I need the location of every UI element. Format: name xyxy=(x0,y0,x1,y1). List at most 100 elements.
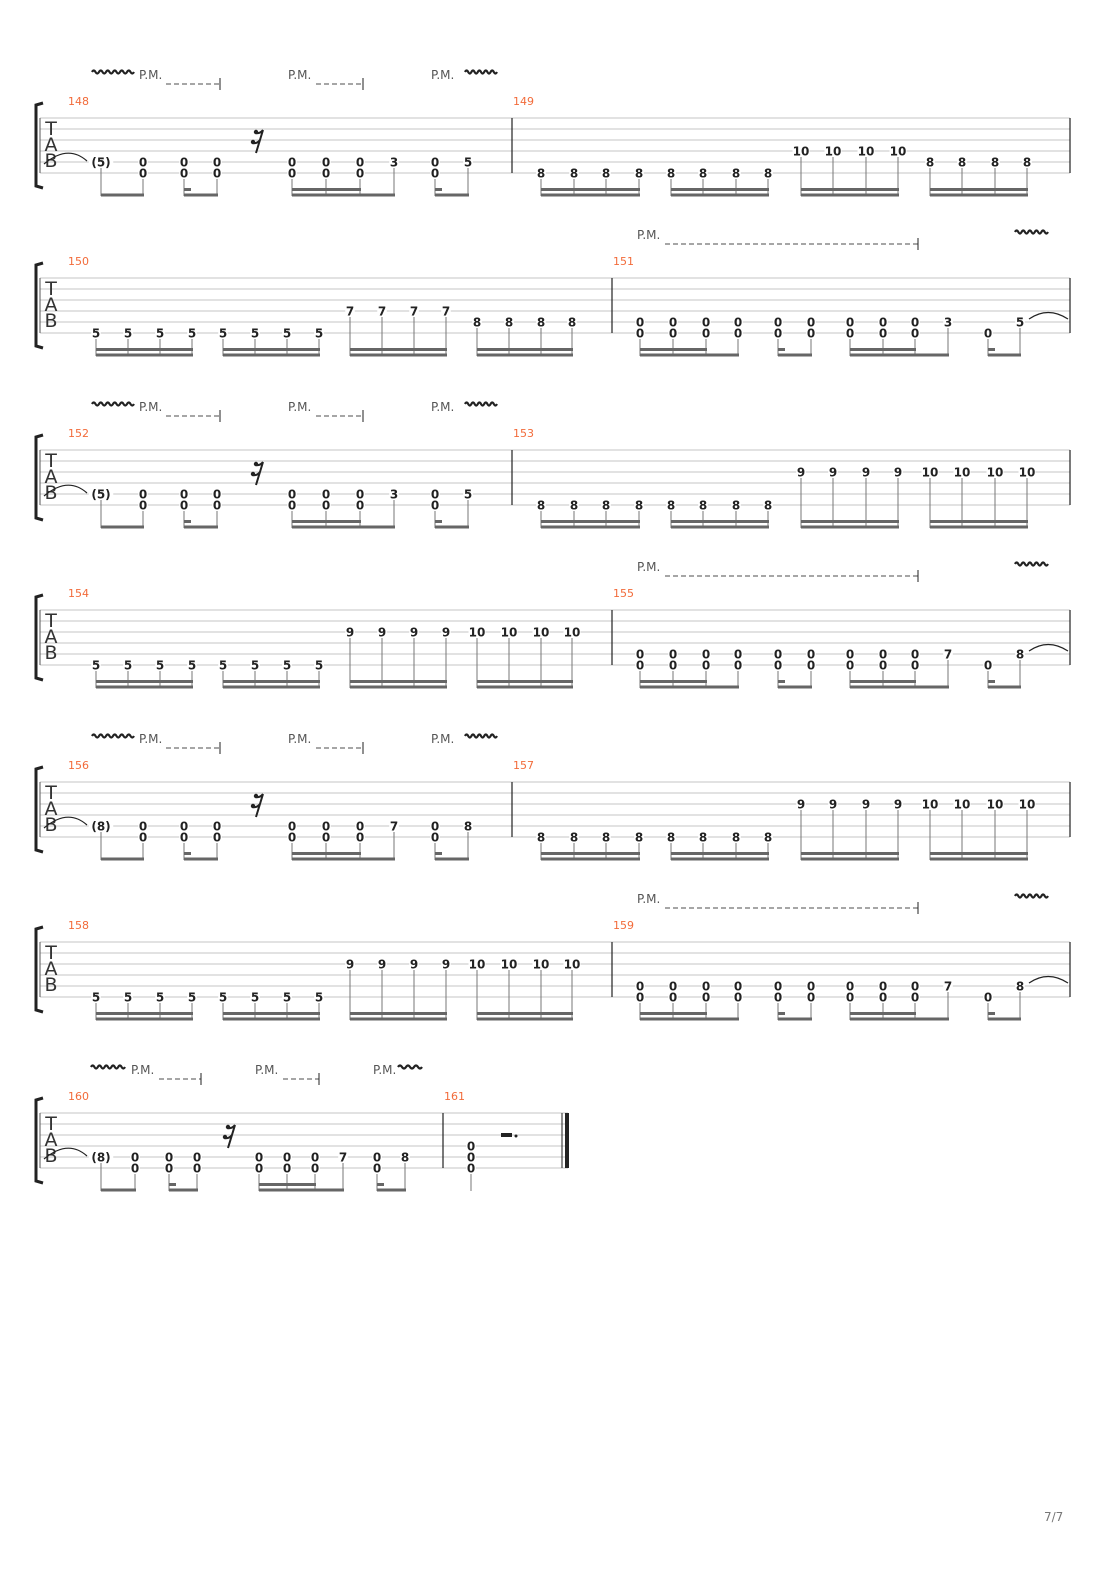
fret-knockout xyxy=(187,992,197,1002)
fret-knockout xyxy=(138,489,148,499)
fret-knockout xyxy=(666,168,676,178)
beam-partial xyxy=(778,348,785,351)
fret-knockout xyxy=(806,328,816,338)
fret-number: 0 xyxy=(636,316,644,330)
fret-knockout xyxy=(773,649,783,659)
fret-number: 5 xyxy=(188,991,196,1005)
beam-partial xyxy=(778,1012,785,1015)
fret-number: 10 xyxy=(858,145,875,159)
fret-knockout xyxy=(88,157,114,167)
fret-number: 5 xyxy=(251,659,259,673)
fret-knockout xyxy=(355,489,365,499)
fret-number: 0 xyxy=(879,980,887,994)
fret-number: 0 xyxy=(467,1162,475,1176)
beam-secondary xyxy=(350,1012,447,1015)
fret-knockout xyxy=(377,306,387,316)
fret-knockout xyxy=(500,627,518,637)
fret-knockout xyxy=(250,328,260,338)
fret-knockout xyxy=(668,992,678,1002)
fret-number: 10 xyxy=(501,626,518,640)
fret-knockout xyxy=(635,660,645,670)
beam-secondary xyxy=(801,520,899,523)
vibrato-wave-icon xyxy=(90,1064,126,1070)
measure-number: 154 xyxy=(68,587,89,600)
fret-knockout xyxy=(536,317,546,327)
fret-number: 0 xyxy=(139,167,147,181)
fret-number: 10 xyxy=(954,466,971,480)
fret-number: 0 xyxy=(636,327,644,341)
fret-number: 0 xyxy=(288,499,296,513)
fret-knockout xyxy=(138,821,148,831)
fret-knockout xyxy=(668,328,678,338)
fret-knockout xyxy=(845,328,855,338)
fret-knockout xyxy=(254,1163,264,1173)
fret-number: 0 xyxy=(165,1162,173,1176)
fret-number: 5 xyxy=(283,659,291,673)
fret-number: (8) xyxy=(91,820,110,834)
fret-number: 8 xyxy=(537,831,545,845)
fret-knockout xyxy=(287,168,297,178)
system-bracket xyxy=(34,593,44,682)
fret-number: 0 xyxy=(322,488,330,502)
fret-knockout xyxy=(889,146,907,156)
beam-secondary xyxy=(930,188,1028,191)
fret-number: 3 xyxy=(390,488,398,502)
fret-number: 0 xyxy=(131,1151,139,1165)
fret-number: 0 xyxy=(139,820,147,834)
fret-knockout xyxy=(953,799,971,809)
fret-number: 0 xyxy=(288,831,296,845)
fret-knockout xyxy=(441,627,451,637)
fret-number: 8 xyxy=(1016,980,1024,994)
fret-number: 8 xyxy=(537,316,545,330)
fret-knockout xyxy=(372,1152,382,1162)
fret-number: 8 xyxy=(602,831,610,845)
fret-knockout xyxy=(282,660,292,670)
fret-knockout xyxy=(254,1152,264,1162)
fret-number: 0 xyxy=(774,980,782,994)
fret-knockout xyxy=(806,981,816,991)
beam xyxy=(930,193,1028,197)
fret-number: 0 xyxy=(911,316,919,330)
fret-number: 5 xyxy=(464,488,472,502)
fret-number: 5 xyxy=(156,659,164,673)
fret-number: 0 xyxy=(911,991,919,1005)
fret-knockout xyxy=(212,821,222,831)
fret-knockout xyxy=(287,832,297,842)
fret-number: 0 xyxy=(288,488,296,502)
fret-knockout xyxy=(845,317,855,327)
fret-number: 8 xyxy=(570,167,578,181)
fret-knockout xyxy=(138,168,148,178)
fret-knockout xyxy=(634,168,644,178)
fret-number: 5 xyxy=(219,327,227,341)
fret-number: 0 xyxy=(984,991,992,1005)
beam xyxy=(350,1017,447,1021)
fret-number: 0 xyxy=(702,980,710,994)
fret-knockout xyxy=(155,992,165,1002)
beam-secondary xyxy=(223,680,320,683)
fret-number: 0 xyxy=(288,167,296,181)
fret-knockout xyxy=(634,500,644,510)
beam xyxy=(96,685,193,689)
fret-number: 7 xyxy=(378,305,386,319)
fret-knockout xyxy=(635,328,645,338)
system-bracket xyxy=(34,765,44,854)
tab-clef-letter: T xyxy=(44,942,57,964)
fret-knockout xyxy=(372,1163,382,1173)
tab-clef-letter: B xyxy=(44,814,57,836)
fret-number: 0 xyxy=(734,648,742,662)
fret-knockout xyxy=(845,660,855,670)
fret-knockout xyxy=(250,660,260,670)
fret-knockout xyxy=(635,317,645,327)
tab-clef-letter: B xyxy=(44,1145,57,1167)
beam-secondary xyxy=(930,852,1028,855)
fret-number: 0 xyxy=(669,991,677,1005)
tab-clef-letter: A xyxy=(45,134,58,156)
fret-knockout xyxy=(389,821,399,831)
fret-knockout xyxy=(164,1152,174,1162)
fret-knockout xyxy=(806,992,816,1002)
fret-number: 0 xyxy=(636,648,644,662)
fret-knockout xyxy=(91,328,101,338)
fret-number: 8 xyxy=(958,156,966,170)
